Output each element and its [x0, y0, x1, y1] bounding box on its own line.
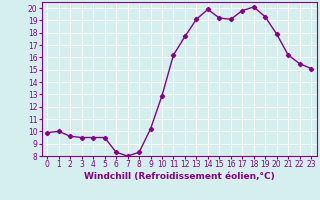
X-axis label: Windchill (Refroidissement éolien,°C): Windchill (Refroidissement éolien,°C): [84, 172, 275, 181]
